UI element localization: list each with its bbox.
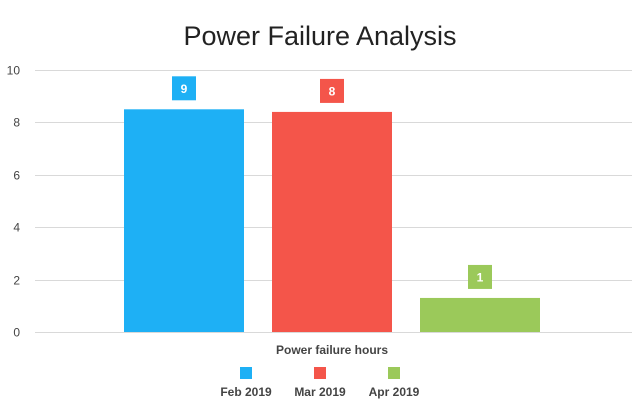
data-label-box — [172, 76, 196, 101]
legend-label: Apr 2019 — [369, 385, 420, 399]
data-label: 9 — [181, 82, 188, 96]
bars — [124, 109, 540, 332]
legend-label: Mar 2019 — [294, 385, 346, 399]
data-label-box — [320, 78, 344, 103]
data-labels: 9 8 1 — [172, 76, 492, 289]
legend: Feb 2019 Mar 2019 Apr 2019 — [220, 367, 420, 399]
x-axis-label: Power failure hours — [276, 343, 388, 357]
y-tick-label: 4 — [13, 221, 20, 235]
legend-swatch — [314, 367, 326, 379]
bar — [272, 111, 392, 332]
legend-item: Apr 2019 — [369, 367, 420, 399]
data-label: 8 — [329, 84, 336, 98]
legend-swatch — [388, 367, 400, 379]
legend-item: Feb 2019 — [220, 367, 272, 399]
legend-item: Mar 2019 — [294, 367, 346, 399]
bar — [124, 109, 244, 332]
y-tick-label: 8 — [13, 116, 20, 130]
data-label-box — [468, 264, 492, 289]
legend-label: Feb 2019 — [220, 385, 272, 399]
y-tick-label: 0 — [13, 326, 20, 340]
y-tick-label: 2 — [13, 274, 20, 288]
chart-title: Power Failure Analysis — [183, 21, 456, 51]
legend-swatch — [240, 367, 252, 379]
data-label: 1 — [477, 270, 484, 284]
bar — [420, 297, 540, 332]
y-tick-label: 10 — [7, 64, 21, 78]
y-axis-ticks: 0 2 4 6 8 10 — [7, 64, 21, 340]
y-tick-label: 6 — [13, 169, 20, 183]
